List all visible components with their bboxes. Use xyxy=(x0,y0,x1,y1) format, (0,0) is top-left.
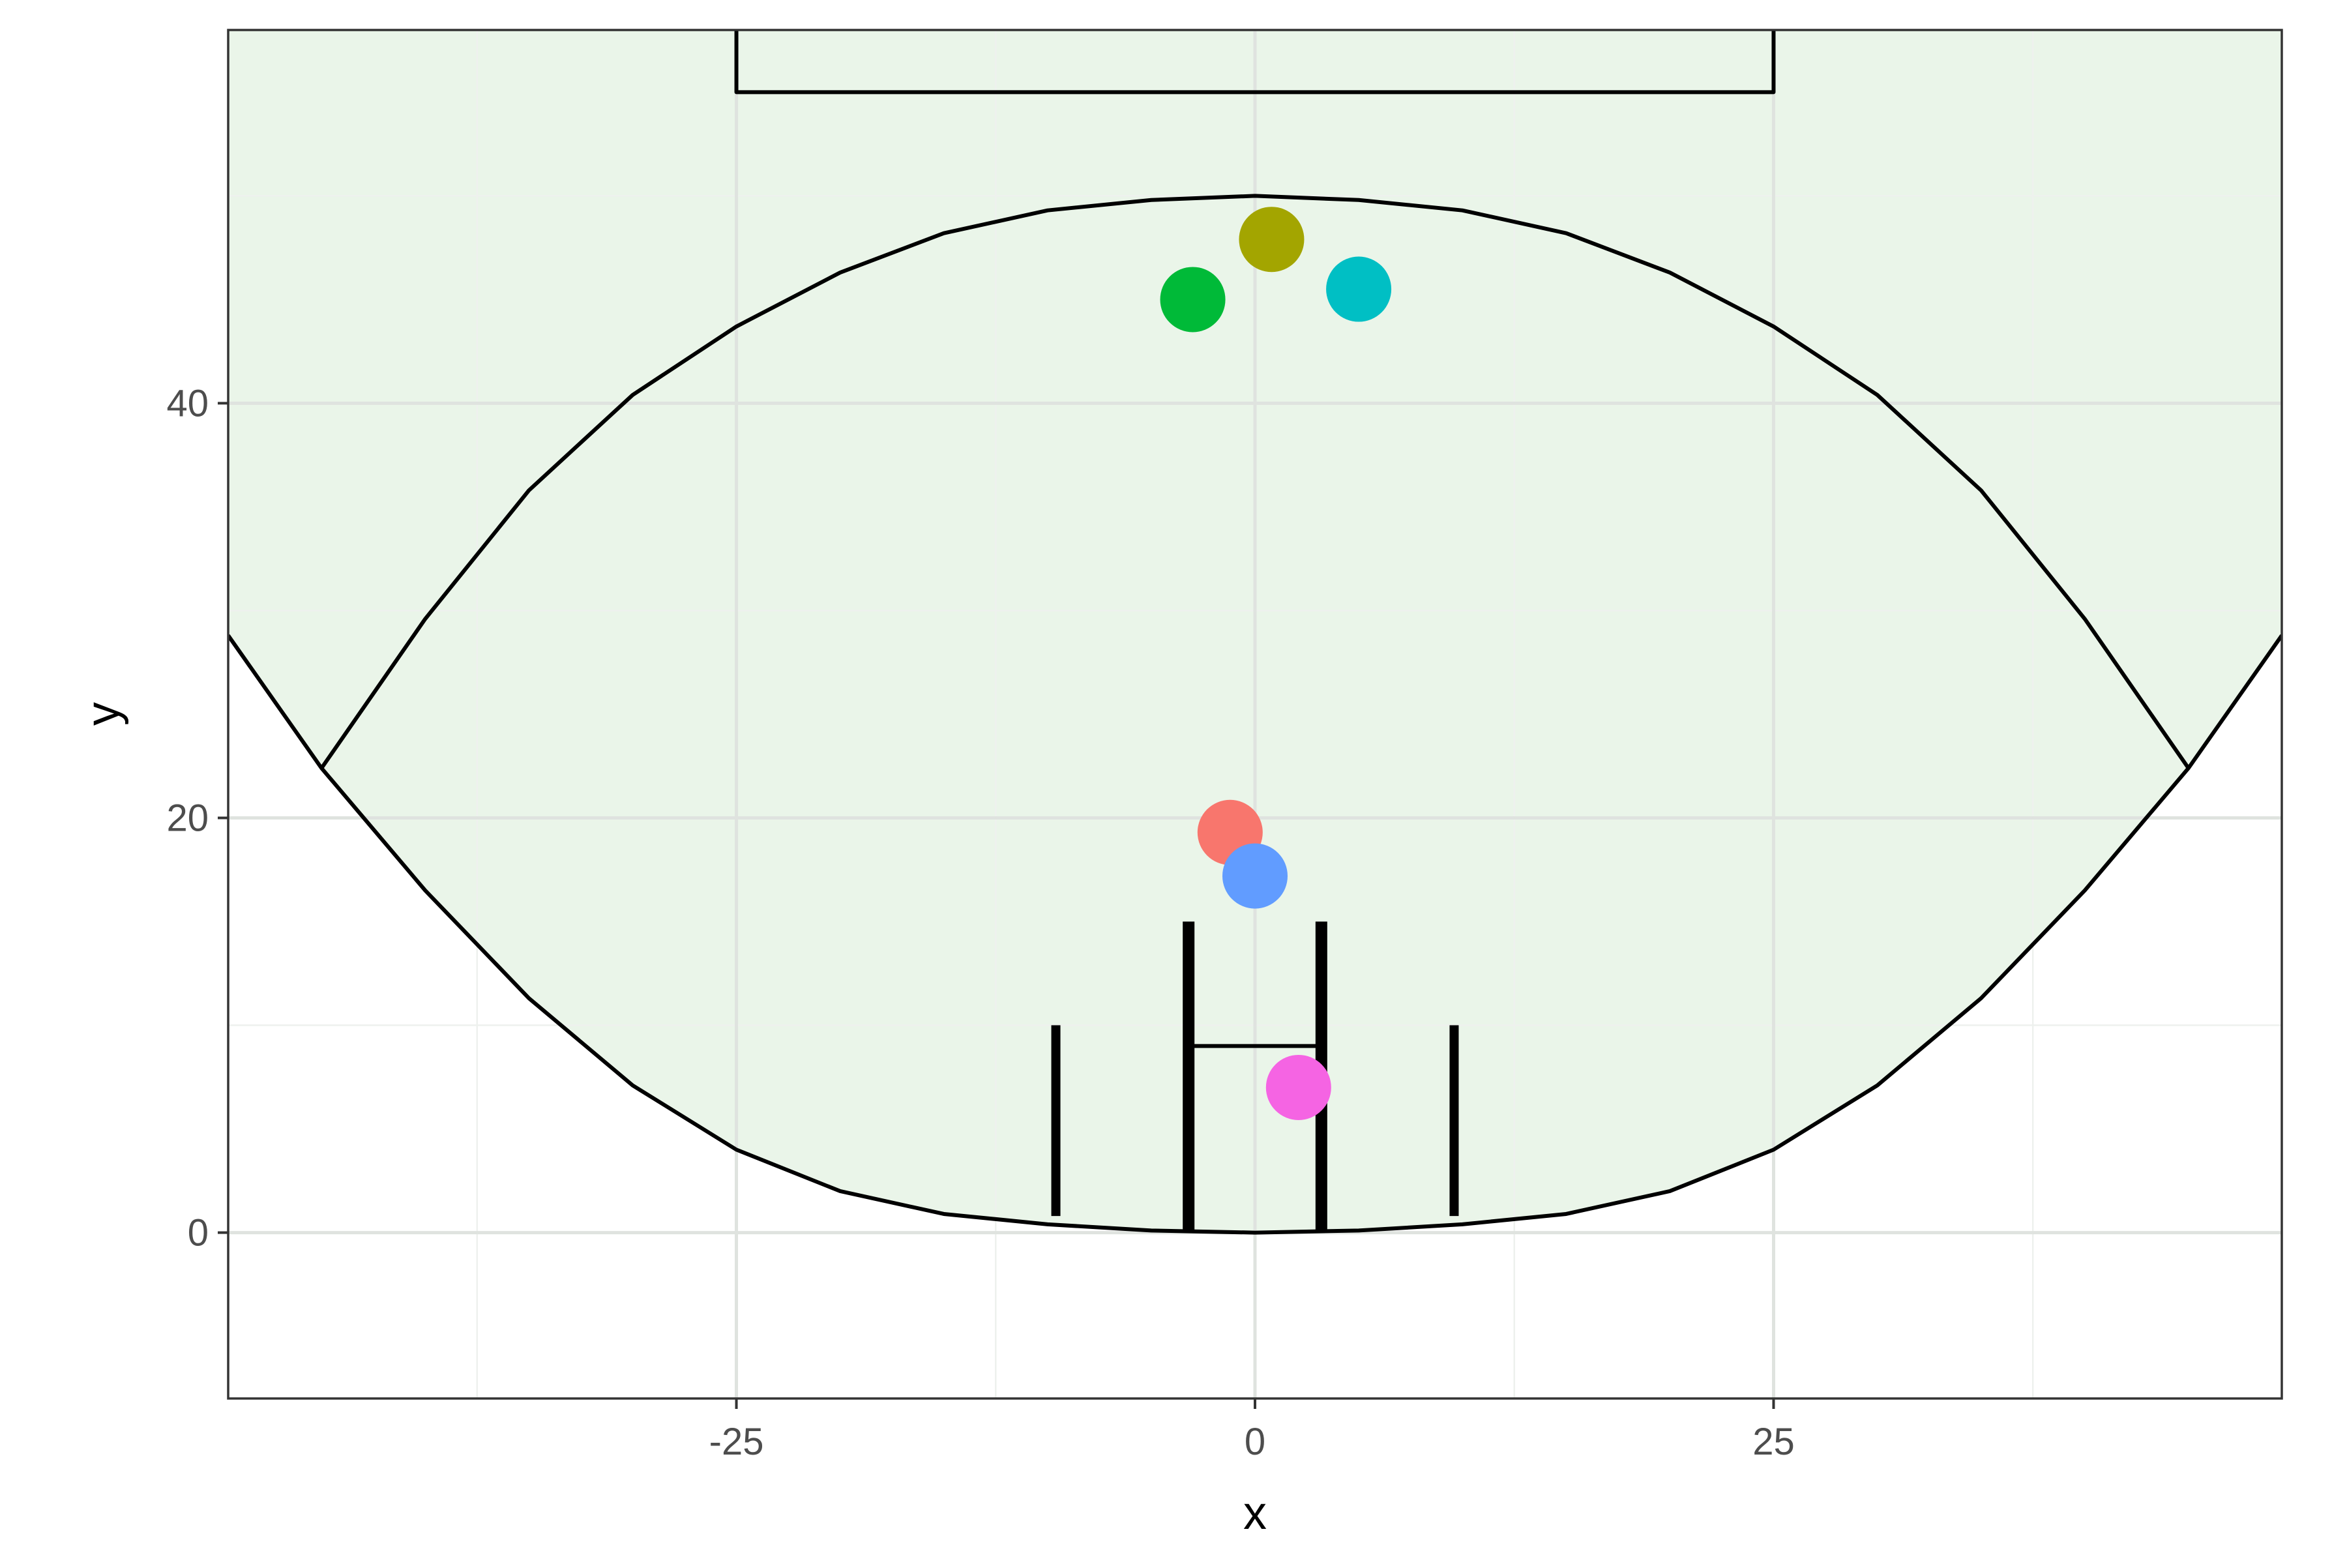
y-tick-label: 20 xyxy=(166,797,209,840)
y-axis-title: y xyxy=(77,702,129,726)
panel-content xyxy=(228,30,2282,1398)
x-tick-label: 25 xyxy=(1752,1421,1795,1463)
y-tick-label: 40 xyxy=(166,382,209,424)
plot-panel xyxy=(227,29,2283,1400)
scatter-point xyxy=(1265,1054,1331,1120)
x-tick-label: -25 xyxy=(709,1421,764,1463)
scatter-point xyxy=(1222,843,1288,909)
scatter-point xyxy=(1160,267,1226,333)
x-axis: -25 0 25 xyxy=(709,1398,1795,1463)
y-axis: 0 20 40 xyxy=(166,382,228,1254)
field-boundary-line xyxy=(228,634,2282,1235)
y-tick-label: 0 xyxy=(188,1212,209,1254)
scatter-point xyxy=(1326,256,1392,322)
x-tick-label: 0 xyxy=(1245,1421,1265,1463)
centre-square xyxy=(734,30,1776,95)
scatter-point xyxy=(1239,207,1305,273)
x-axis-title: x xyxy=(1243,1487,1267,1539)
fifty-metre-arc xyxy=(319,194,2191,769)
